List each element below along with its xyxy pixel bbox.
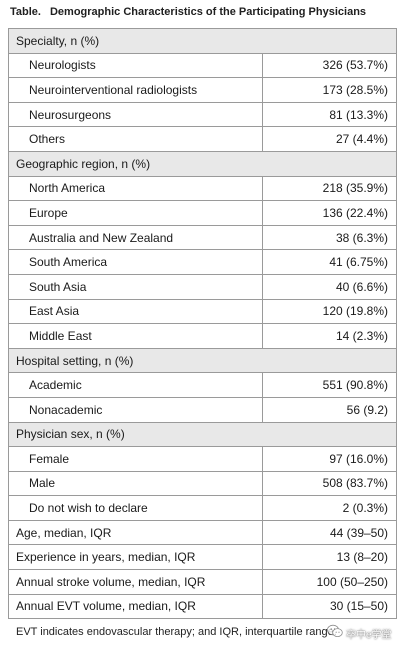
row-label: Male: [8, 470, 263, 497]
section-header-row: Hospital setting, n (%): [7, 347, 398, 374]
row-label: North America: [8, 175, 263, 202]
row-value: 81 (13.3%): [261, 101, 398, 128]
row-value: 44 (39–50): [261, 519, 398, 546]
table-title: Table. Demographic Characteristics of the…: [10, 6, 366, 18]
row-label: Australia and New Zealand: [8, 224, 263, 251]
section-header-row: Geographic region, n (%): [7, 150, 398, 177]
row-value: 13 (8–20): [261, 544, 398, 571]
row-label: Experience in years, median, IQR: [8, 544, 263, 571]
table-row: Male 508 (83.7%): [8, 470, 398, 497]
table-row: Female 97 (16.0%): [8, 446, 398, 472]
watermark-text: 卒中e学堂: [346, 629, 392, 641]
table-row: Annual stroke volume, median, IQR 100 (5…: [8, 569, 398, 595]
section-header: Hospital setting, n (%): [7, 347, 398, 374]
row-label: South Asia: [8, 273, 263, 300]
row-label: Age, median, IQR: [8, 519, 263, 546]
table-row: Neurologists 326 (53.7%): [8, 52, 398, 79]
row-value: 56 (9.2): [261, 396, 398, 423]
row-value: 120 (19.8%): [261, 298, 398, 325]
row-label: Middle East: [8, 323, 263, 349]
section-header: Physician sex, n (%): [7, 421, 398, 448]
table-row: Neurosurgeons 81 (13.3%): [8, 101, 398, 128]
row-value: 14 (2.3%): [261, 323, 398, 349]
row-value: 30 (15–50): [261, 593, 398, 620]
table-row: Europe 136 (22.4%): [8, 200, 398, 226]
row-value: 38 (6.3%): [261, 224, 398, 251]
row-value: 27 (4.4%): [261, 126, 398, 152]
table-row: Academic 551 (90.8%): [8, 372, 398, 398]
row-label: Neurologists: [8, 52, 263, 79]
row-value: 508 (83.7%): [261, 470, 398, 497]
row-label: Neurointerventional radiologists: [8, 77, 263, 103]
table-row: Nonacademic 56 (9.2): [8, 396, 398, 423]
row-value: 136 (22.4%): [261, 200, 398, 226]
watermark: 卒中e学堂: [327, 624, 399, 642]
row-label: East Asia: [8, 298, 263, 325]
row-label: Nonacademic: [8, 396, 263, 423]
row-label: Neurosurgeons: [8, 101, 263, 128]
row-value: 97 (16.0%): [261, 446, 398, 472]
table-row: Australia and New Zealand 38 (6.3%): [8, 224, 398, 251]
section-header: Specialty, n (%): [7, 28, 398, 54]
row-value: 326 (53.7%): [261, 52, 398, 79]
row-label: Annual stroke volume, median, IQR: [8, 569, 263, 595]
row-label: Do not wish to declare: [8, 495, 263, 521]
row-label: South America: [8, 249, 263, 275]
table-caption: Demographic Characteristics of the Parti…: [49, 6, 367, 18]
section-header: Geographic region, n (%): [7, 150, 398, 177]
row-value: 173 (28.5%): [261, 77, 398, 103]
table-footnote: EVT indicates endovascular therapy; and …: [16, 626, 337, 638]
table-row: South America 41 (6.75%): [8, 249, 398, 275]
wechat-icon: [327, 624, 343, 643]
row-value: 100 (50–250): [261, 569, 398, 595]
table-row: East Asia 120 (19.8%): [8, 298, 398, 325]
table-row: South Asia 40 (6.6%): [8, 273, 398, 300]
section-header-row: Specialty, n (%): [7, 28, 398, 54]
table-row: Age, median, IQR 44 (39–50): [8, 519, 398, 546]
table-row: North America 218 (35.9%): [8, 175, 398, 202]
row-value: 551 (90.8%): [261, 372, 398, 398]
row-label: Europe: [8, 200, 263, 226]
table-row: Do not wish to declare 2 (0.3%): [8, 495, 398, 521]
table-row: Annual EVT volume, median, IQR 30 (15–50…: [8, 593, 398, 620]
table-row: Experience in years, median, IQR 13 (8–2…: [8, 544, 398, 571]
row-label: Academic: [8, 372, 263, 398]
row-value: 41 (6.75%): [261, 249, 398, 275]
section-header-row: Physician sex, n (%): [7, 421, 398, 448]
row-value: 2 (0.3%): [261, 495, 398, 521]
row-value: 218 (35.9%): [261, 175, 398, 202]
demographics-table: Specialty, n (%) Neurologists 326 (53.7%…: [7, 28, 398, 620]
table-row: Neurointerventional radiologists 173 (28…: [8, 77, 398, 103]
row-label: Female: [8, 446, 263, 472]
table-label: Table.: [10, 6, 41, 18]
table-row: Others 27 (4.4%): [8, 126, 398, 152]
row-value: 40 (6.6%): [261, 273, 398, 300]
table-row: Middle East 14 (2.3%): [8, 323, 398, 349]
row-label: Annual EVT volume, median, IQR: [8, 593, 263, 620]
row-label: Others: [8, 126, 263, 152]
